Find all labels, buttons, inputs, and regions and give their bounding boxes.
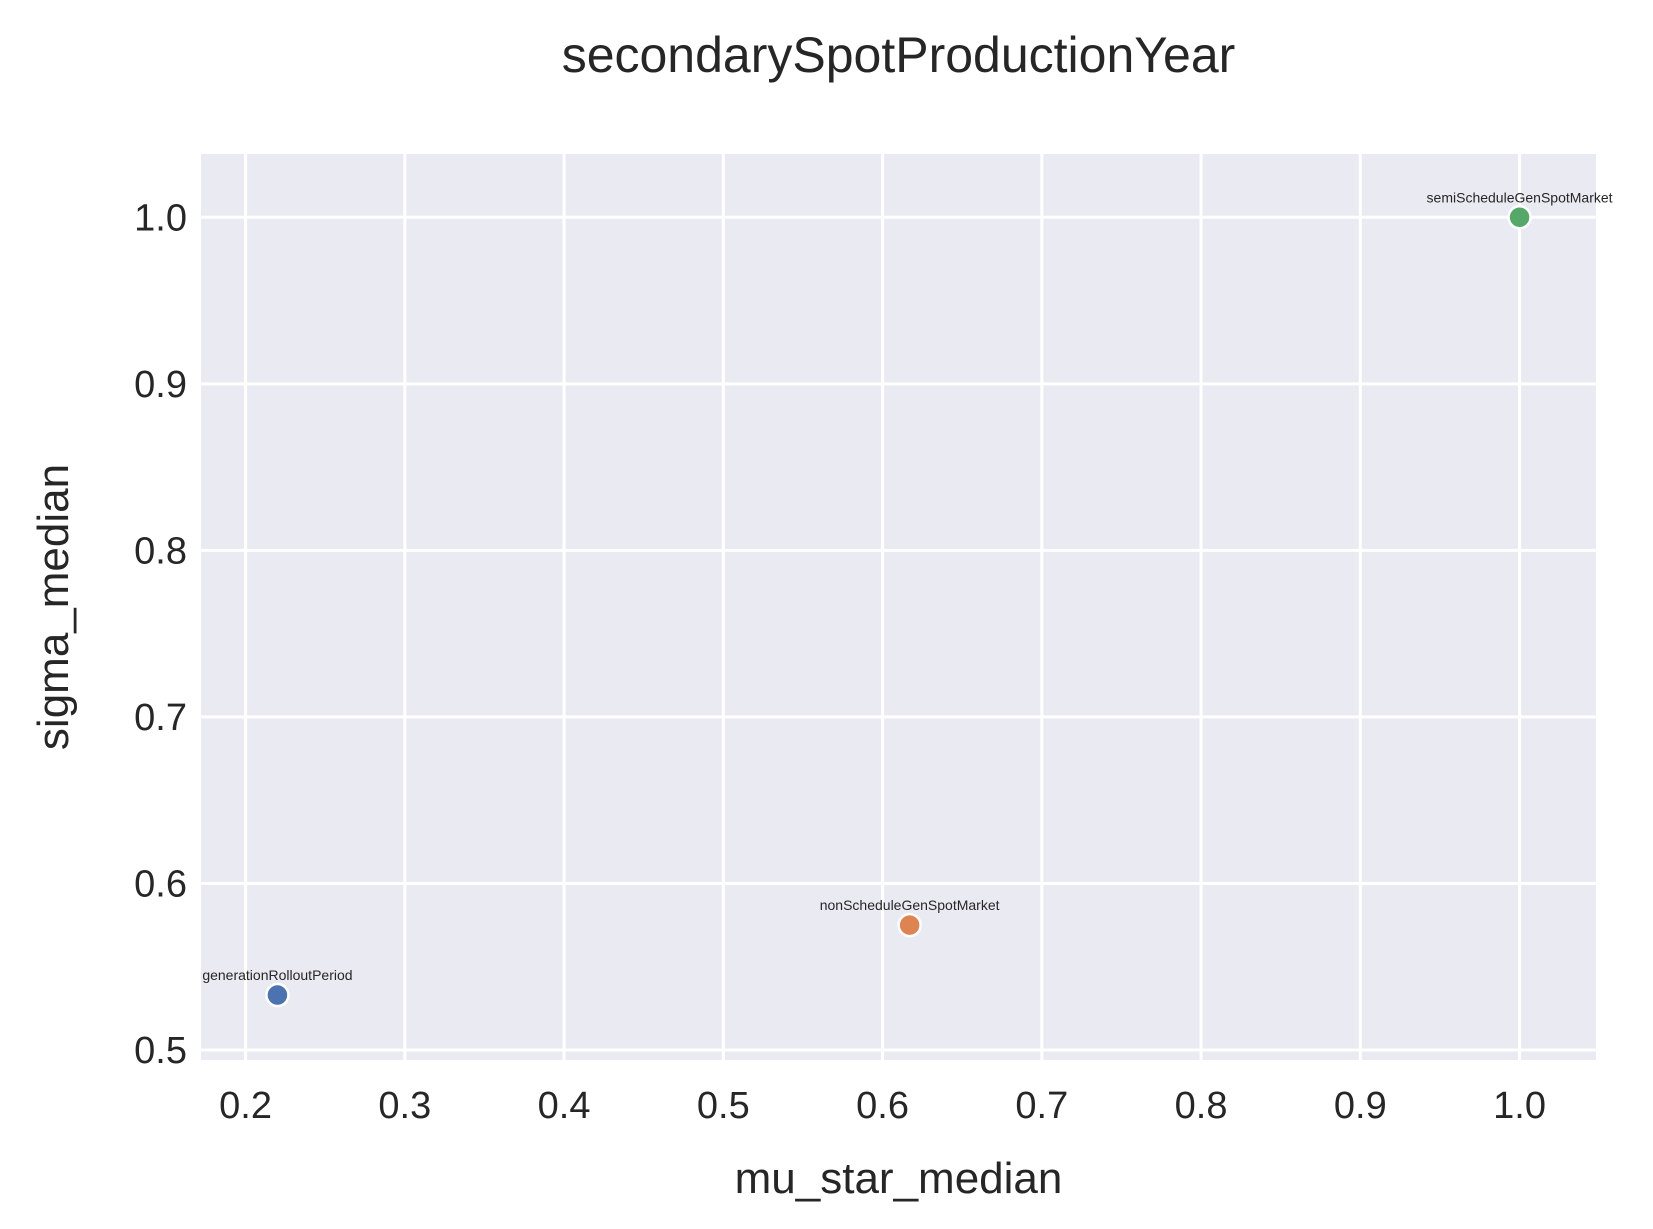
x-tick-label: 0.8	[1175, 1085, 1228, 1127]
point-label: generationRolloutPeriod	[202, 967, 352, 983]
x-tick-label: 0.2	[219, 1085, 272, 1127]
data-point	[897, 912, 922, 938]
plot-area	[201, 154, 1596, 1060]
y-axis-label: sigma_median	[29, 464, 78, 750]
x-tick-label: 0.7	[1015, 1085, 1068, 1127]
x-tick-label: 0.3	[378, 1085, 431, 1127]
y-tick-label: 0.8	[134, 530, 187, 572]
x-tick-label: 1.0	[1493, 1085, 1546, 1127]
point-label: nonScheduleGenSpotMarket	[820, 897, 1000, 913]
x-tick-label: 0.9	[1334, 1085, 1387, 1127]
y-tick-label: 0.5	[134, 1030, 187, 1072]
x-tick-label: 0.6	[856, 1085, 909, 1127]
data-point	[265, 982, 290, 1008]
x-axis-label: mu_star_median	[735, 1154, 1063, 1203]
data-points: generationRolloutPeriod nonScheduleGenSpo…	[202, 189, 1613, 1008]
x-tick-label: 0.4	[538, 1085, 591, 1127]
point-label: semiScheduleGenSpotMarket	[1427, 189, 1613, 205]
tick-labels: 0.2 0.3 0.4 0.5 0.6 0.7 0.8 0.9 1.0 0.5 0.6 0.7 0.8 0…	[134, 197, 1546, 1127]
y-tick-label: 0.7	[134, 697, 187, 739]
x-tick-label: 0.5	[697, 1085, 750, 1127]
y-tick-label: 0.9	[134, 364, 187, 406]
data-point	[1507, 205, 1532, 230]
chart-title: secondarySpotProductionYear	[562, 27, 1236, 83]
grid	[201, 154, 1596, 1060]
y-tick-label: 0.6	[134, 863, 187, 905]
y-tick-label: 1.0	[134, 197, 187, 239]
